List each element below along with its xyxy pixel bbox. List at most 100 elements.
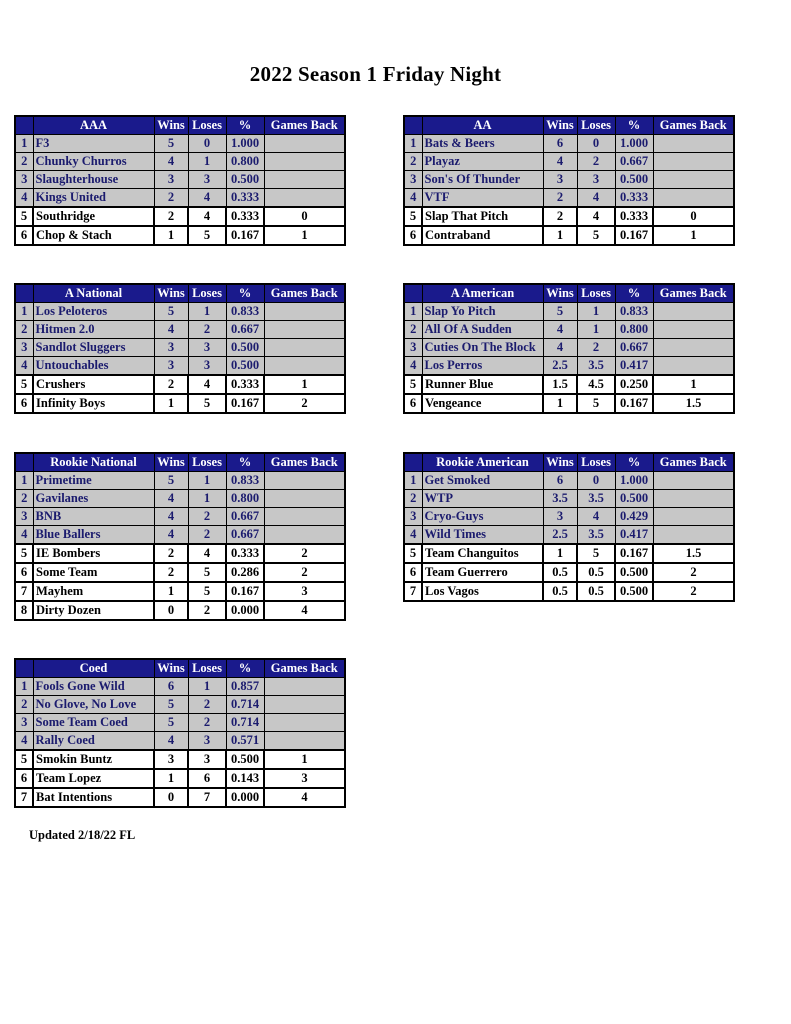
pct-cell: 0.500 — [225, 338, 265, 357]
games-back-cell — [263, 731, 346, 751]
header-row: AAA Wins Loses% Games Back — [14, 115, 346, 135]
games-back-cell: 1.5 — [652, 543, 735, 564]
games-back-cell — [263, 134, 346, 153]
wins-cell: 3 — [153, 356, 189, 376]
table-row: 6 Chop & Stach 1 5 0.167 1 — [14, 225, 346, 246]
table-row: 2 WTP 3.5 3.5 0.500 — [403, 489, 735, 508]
games-back-cell: 1 — [263, 749, 346, 770]
games-back-cell — [652, 170, 735, 189]
wins-header-cell: Wins — [153, 658, 189, 678]
team-name-cell: Slap Yo Pitch — [421, 302, 544, 321]
pct-cell: 0.667 — [614, 338, 654, 357]
wins-cell: 1 — [153, 225, 189, 246]
loses-cell: 4.5 — [576, 374, 616, 395]
wins-cell: 4 — [153, 320, 189, 339]
division-title: Rookie National — [32, 452, 155, 472]
games-back-cell: 1 — [652, 225, 735, 246]
team-name-cell: Team Lopez — [32, 768, 155, 789]
rank-cell: 3 — [14, 338, 34, 357]
wins-cell: 2 — [153, 543, 189, 564]
pct-header-cell: % — [225, 283, 265, 303]
wins-cell: 0.5 — [542, 581, 578, 602]
rank-cell: 5 — [14, 749, 34, 770]
loses-cell: 0 — [576, 134, 616, 153]
team-name-cell: No Glove, No Love — [32, 695, 155, 714]
gb-header-cell: Games Back — [263, 283, 346, 303]
loses-cell: 4 — [187, 188, 227, 208]
rank-cell: 1 — [403, 471, 423, 490]
pct-cell: 0.000 — [225, 600, 265, 621]
loses-cell: 2 — [187, 507, 227, 526]
games-back-cell: 1 — [263, 225, 346, 246]
wins-cell: 1 — [153, 393, 189, 414]
pct-cell: 0.667 — [225, 320, 265, 339]
rank-cell: 2 — [403, 489, 423, 508]
rank-cell: 2 — [14, 489, 34, 508]
team-name-cell: BNB — [32, 507, 155, 526]
header-row: A American Wins Loses% Games Back — [403, 283, 735, 303]
table-row: 4 Wild Times 2.5 3.5 0.417 — [403, 525, 735, 545]
wins-cell: 2.5 — [542, 525, 578, 545]
team-name-cell: Chunky Churros — [32, 152, 155, 171]
games-back-cell: 2 — [263, 543, 346, 564]
loses-cell: 1 — [576, 320, 616, 339]
pct-cell: 0.833 — [614, 302, 654, 321]
loses-cell: 1 — [187, 677, 227, 696]
pct-cell: 0.429 — [614, 507, 654, 526]
wins-cell: 1 — [542, 225, 578, 246]
pct-header-cell: % — [614, 115, 654, 135]
wins-header-cell: Wins — [542, 115, 578, 135]
loses-cell: 1 — [187, 489, 227, 508]
pct-cell: 0.000 — [225, 787, 265, 808]
rank-cell: 6 — [14, 562, 34, 583]
pct-cell: 0.500 — [614, 170, 654, 189]
pct-cell: 0.667 — [225, 525, 265, 545]
wins-cell: 5 — [153, 302, 189, 321]
rank-cell: 1 — [403, 134, 423, 153]
table-row: 4 VTF 2 4 0.333 — [403, 188, 735, 208]
gb-header-cell: Games Back — [652, 452, 735, 472]
games-back-cell — [263, 489, 346, 508]
rank-cell: 3 — [403, 170, 423, 189]
updated-note: Updated 2/18/22 FL — [29, 828, 136, 842]
rank-cell: 3 — [14, 170, 34, 189]
division-title: Coed — [32, 658, 155, 678]
loses-cell: 5 — [187, 393, 227, 414]
rank-cell: 4 — [14, 356, 34, 376]
team-name-cell: IE Bombers — [32, 543, 155, 564]
rank-cell: 4 — [14, 525, 34, 545]
loses-cell: 3 — [187, 731, 227, 751]
table-row: 7 Bat Intentions 0 7 0.000 4 — [14, 787, 346, 808]
team-name-cell: Some Team Coed — [32, 713, 155, 732]
games-back-cell — [263, 507, 346, 526]
pct-cell: 0.833 — [225, 302, 265, 321]
rank-cell: 2 — [14, 695, 34, 714]
division-title: Rookie American — [421, 452, 544, 472]
games-back-cell: 1.5 — [652, 393, 735, 414]
loses-cell: 2 — [187, 695, 227, 714]
wins-cell: 1 — [153, 768, 189, 789]
table-row: 6 Vengeance 1 5 0.167 1.5 — [403, 393, 735, 414]
team-name-cell: Mayhem — [32, 581, 155, 602]
pct-cell: 0.857 — [225, 677, 265, 696]
pct-cell: 0.167 — [225, 581, 265, 602]
table-row: 4 Blue Ballers 4 2 0.667 — [14, 525, 346, 545]
table-row: 5 Team Changuitos 1 5 0.167 1.5 — [403, 543, 735, 564]
team-name-cell: Bat Intentions — [32, 787, 155, 808]
wins-cell: 0 — [153, 787, 189, 808]
rank-cell: 5 — [403, 374, 423, 395]
rank-cell: 7 — [14, 787, 34, 808]
games-back-cell — [263, 713, 346, 732]
pct-cell: 0.571 — [225, 731, 265, 751]
wins-cell: 1 — [542, 393, 578, 414]
table-row: 1 Primetime 5 1 0.833 — [14, 471, 346, 490]
wins-cell: 0 — [153, 600, 189, 621]
loses-cell: 0 — [187, 134, 227, 153]
loses-header-cell: Loses — [187, 658, 227, 678]
loses-cell: 7 — [187, 787, 227, 808]
loses-cell: 3.5 — [576, 356, 616, 376]
wins-header-cell: Wins — [153, 452, 189, 472]
rank-cell: 8 — [14, 600, 34, 621]
team-name-cell: Primetime — [32, 471, 155, 490]
